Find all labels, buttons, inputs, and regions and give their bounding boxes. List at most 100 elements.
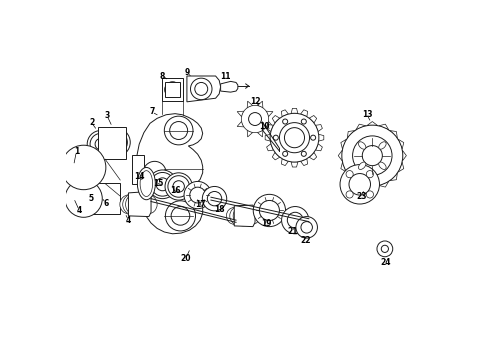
Circle shape <box>133 194 154 215</box>
Text: 17: 17 <box>195 200 205 209</box>
Circle shape <box>259 201 279 221</box>
Text: 4: 4 <box>77 206 82 215</box>
Circle shape <box>165 173 192 200</box>
Circle shape <box>171 207 190 225</box>
Text: 20: 20 <box>181 254 191 263</box>
Polygon shape <box>247 101 253 108</box>
Text: 6: 6 <box>103 199 108 208</box>
Circle shape <box>349 174 370 195</box>
Circle shape <box>101 128 130 157</box>
Polygon shape <box>84 183 120 214</box>
Circle shape <box>202 186 227 211</box>
Circle shape <box>230 207 248 225</box>
Circle shape <box>377 241 393 257</box>
Circle shape <box>170 178 187 195</box>
Circle shape <box>97 190 112 206</box>
Polygon shape <box>281 110 289 117</box>
Circle shape <box>104 131 127 154</box>
Ellipse shape <box>140 171 153 197</box>
Polygon shape <box>128 192 151 217</box>
Circle shape <box>120 195 139 214</box>
Circle shape <box>362 145 382 166</box>
Polygon shape <box>132 155 144 184</box>
Polygon shape <box>398 162 404 172</box>
Circle shape <box>81 193 93 204</box>
Circle shape <box>95 165 100 170</box>
Polygon shape <box>300 110 308 117</box>
Circle shape <box>68 165 73 170</box>
Circle shape <box>381 245 389 252</box>
Text: 12: 12 <box>250 97 261 106</box>
Text: 9: 9 <box>185 68 190 77</box>
Text: 13: 13 <box>362 110 372 119</box>
Polygon shape <box>341 162 347 172</box>
Text: 21: 21 <box>287 228 297 237</box>
Circle shape <box>301 119 306 124</box>
Circle shape <box>76 159 92 175</box>
Circle shape <box>110 136 122 148</box>
Circle shape <box>253 194 286 226</box>
Text: 24: 24 <box>380 258 391 267</box>
Circle shape <box>346 171 353 178</box>
Circle shape <box>285 128 304 148</box>
Ellipse shape <box>359 142 366 149</box>
Text: 22: 22 <box>300 237 311 246</box>
Polygon shape <box>309 152 317 160</box>
Text: 2: 2 <box>89 118 94 127</box>
Circle shape <box>156 178 169 191</box>
Circle shape <box>283 119 288 124</box>
Polygon shape <box>187 76 220 102</box>
Polygon shape <box>272 152 280 160</box>
Circle shape <box>207 192 221 206</box>
Polygon shape <box>300 159 308 166</box>
Circle shape <box>65 180 102 217</box>
Circle shape <box>296 217 318 238</box>
Polygon shape <box>318 134 324 141</box>
Polygon shape <box>379 181 389 187</box>
Polygon shape <box>390 131 397 138</box>
Polygon shape <box>267 125 273 132</box>
Circle shape <box>173 181 184 192</box>
Circle shape <box>129 193 151 216</box>
Polygon shape <box>266 111 273 117</box>
Polygon shape <box>234 205 255 226</box>
Polygon shape <box>398 139 404 149</box>
Polygon shape <box>266 121 273 127</box>
Polygon shape <box>281 159 289 166</box>
Polygon shape <box>98 127 126 159</box>
Polygon shape <box>265 134 270 141</box>
Polygon shape <box>257 101 263 108</box>
Circle shape <box>165 82 180 98</box>
Circle shape <box>242 105 269 133</box>
Circle shape <box>138 195 157 214</box>
Polygon shape <box>390 173 397 181</box>
Text: 8: 8 <box>160 72 165 81</box>
Polygon shape <box>367 186 378 190</box>
Circle shape <box>301 151 306 156</box>
Circle shape <box>301 222 313 233</box>
Polygon shape <box>309 116 317 123</box>
Text: 10: 10 <box>260 122 270 131</box>
Polygon shape <box>237 111 244 117</box>
Polygon shape <box>316 125 322 132</box>
Circle shape <box>233 206 253 226</box>
Polygon shape <box>341 139 347 149</box>
Circle shape <box>166 201 196 231</box>
Polygon shape <box>347 131 355 138</box>
Polygon shape <box>267 144 273 151</box>
Polygon shape <box>291 162 298 167</box>
Circle shape <box>151 172 174 196</box>
Ellipse shape <box>379 162 386 170</box>
Polygon shape <box>237 121 244 127</box>
Circle shape <box>61 145 106 190</box>
Circle shape <box>64 148 103 187</box>
Circle shape <box>122 194 144 215</box>
Polygon shape <box>162 78 183 101</box>
Polygon shape <box>356 181 366 187</box>
Circle shape <box>195 82 208 95</box>
Text: 23: 23 <box>356 192 367 201</box>
Circle shape <box>148 170 177 199</box>
Ellipse shape <box>379 142 386 149</box>
Circle shape <box>311 135 316 140</box>
Circle shape <box>168 176 190 197</box>
